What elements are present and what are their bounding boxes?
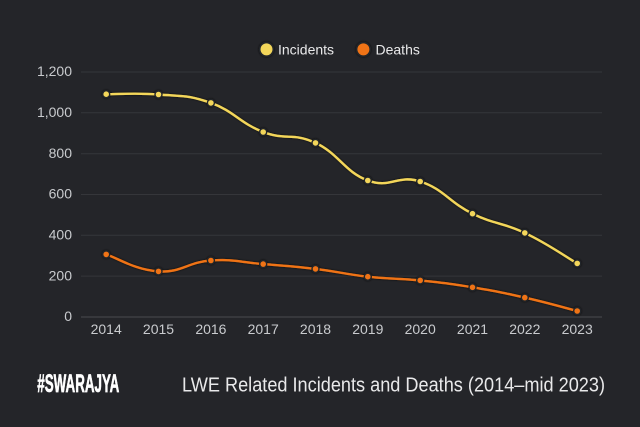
svg-text:2021: 2021 — [457, 321, 488, 337]
svg-text:400: 400 — [49, 227, 73, 243]
svg-text:2023: 2023 — [562, 321, 593, 337]
svg-text:LWE Related Incidents and Deat: LWE Related Incidents and Deaths (2014–m… — [182, 375, 605, 397]
svg-text:1,000: 1,000 — [37, 104, 72, 120]
svg-text:0: 0 — [64, 308, 72, 324]
svg-text:Incidents: Incidents — [278, 42, 334, 58]
svg-text:1,200: 1,200 — [37, 63, 72, 79]
svg-text:200: 200 — [49, 267, 73, 283]
svg-text:#SWARAJYA: #SWARAJYA — [37, 370, 119, 398]
svg-text:2015: 2015 — [143, 321, 174, 337]
svg-text:2022: 2022 — [509, 321, 540, 337]
svg-text:2014: 2014 — [91, 321, 122, 337]
svg-text:Deaths: Deaths — [376, 42, 420, 58]
svg-text:2017: 2017 — [248, 321, 279, 337]
svg-text:600: 600 — [49, 186, 73, 202]
svg-text:800: 800 — [49, 145, 73, 161]
svg-text:2020: 2020 — [405, 321, 436, 337]
svg-text:2019: 2019 — [352, 321, 383, 337]
svg-text:2016: 2016 — [195, 321, 226, 337]
svg-text:2018: 2018 — [300, 321, 331, 337]
